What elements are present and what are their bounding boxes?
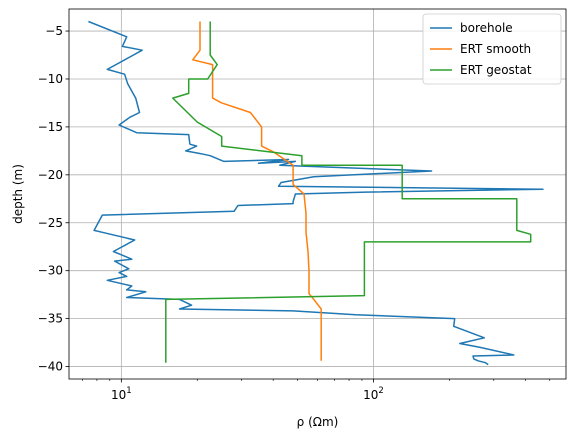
y-tick-label: −30 (38, 264, 63, 278)
y-tick-label: −10 (38, 72, 63, 86)
y-tick-label: −25 (38, 216, 63, 230)
y-tick-label: −15 (38, 120, 63, 134)
x-tick-label: 102 (363, 386, 384, 402)
series-line-ert-geostat (165, 21, 532, 363)
legend-label: ERT geostat (460, 63, 532, 77)
y-tick-label: −40 (38, 360, 63, 374)
x-tick-label: 101 (111, 386, 132, 402)
y-axis-title: depth (m) (11, 164, 25, 224)
legend-label: borehole (460, 21, 513, 35)
axis-ticks: 101 102 −5 −10 −15 −20 −25 −30 −35 −40 (38, 24, 551, 402)
legend-box (422, 13, 562, 85)
series-line-ert-smooth (192, 21, 322, 361)
y-tick-label: −35 (38, 312, 63, 326)
series-line-borehole (88, 20, 544, 366)
x-axis-title: ρ (Ωm) (297, 415, 339, 429)
legend: borehole ERT smooth ERT geostat (422, 13, 562, 85)
y-tick-label: −20 (38, 168, 63, 182)
legend-label: ERT smooth (460, 42, 531, 56)
y-tick-label: −5 (45, 24, 63, 38)
grid-lines (69, 9, 566, 379)
series-lines (88, 20, 544, 366)
